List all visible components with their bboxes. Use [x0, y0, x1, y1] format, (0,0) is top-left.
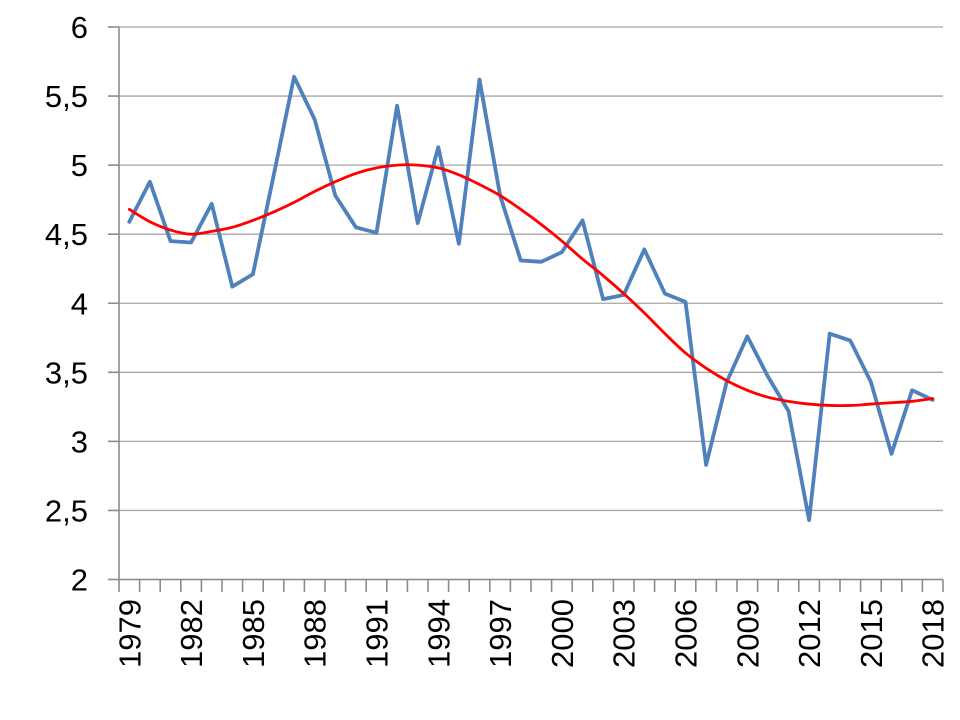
x-tick-label: 1991	[360, 599, 395, 668]
y-tick-label: 4,5	[45, 217, 88, 252]
y-tick-label: 5	[71, 148, 88, 183]
x-tick-label: 1994	[421, 599, 456, 668]
x-axis-labels: 1979 1982 1985 1988 1991 1994 1997 2000 2003 2006…	[112, 599, 950, 668]
y-tick-label: 2,5	[45, 493, 88, 528]
x-tick-label: 1979	[112, 599, 147, 668]
x-tick-label: 1982	[174, 599, 209, 668]
x-tick-label: 2015	[854, 599, 889, 668]
x-axis-ticks	[118, 579, 944, 592]
x-tick-label: 2000	[545, 599, 580, 668]
y-tick-label: 2	[71, 563, 88, 598]
y-tick-label: 3,5	[45, 355, 88, 390]
y-axis-labels: 6 5,5 5 4,5 4 3,5 3 2,5 2	[45, 10, 88, 598]
y-tick-label: 5,5	[45, 79, 88, 114]
x-tick-label: 1997	[483, 599, 518, 668]
x-tick-label: 1988	[298, 599, 333, 668]
y-axis-ticks	[108, 26, 119, 581]
polynomial-trendline-line	[127, 163, 935, 408]
x-tick-label: 2018	[916, 599, 951, 668]
x-tick-label: 2006	[669, 599, 704, 668]
axes	[118, 27, 943, 581]
y-tick-label: 4	[71, 286, 88, 321]
annual-values-line	[127, 74, 935, 523]
x-tick-label: 2003	[607, 599, 642, 668]
x-tick-label: 2012	[792, 599, 827, 668]
y-tick-label: 3	[71, 424, 88, 459]
x-tick-label: 2009	[730, 599, 765, 668]
y-tick-label: 6	[71, 10, 88, 45]
x-tick-label: 1985	[236, 599, 271, 668]
gridlines	[119, 26, 943, 581]
